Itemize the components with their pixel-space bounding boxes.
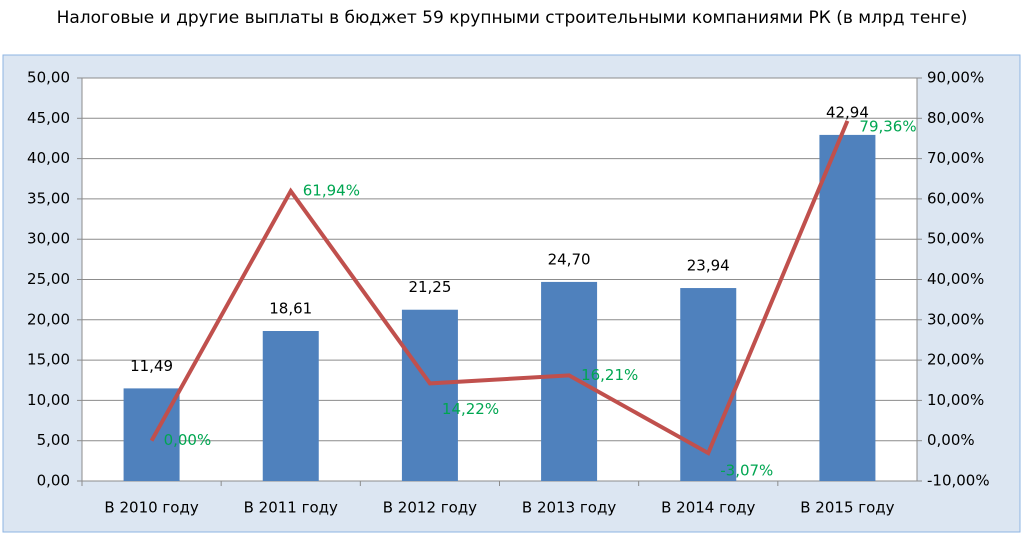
y2-tick-label: 40,00% bbox=[927, 270, 984, 288]
y2-tick-label: 50,00% bbox=[927, 230, 984, 248]
y2-tick-label: -10,00% bbox=[927, 472, 990, 490]
value-label: 0,00% bbox=[164, 431, 212, 449]
bar bbox=[819, 134, 876, 481]
x-tick-label: В 2015 году bbox=[800, 499, 894, 517]
x-tick-label: В 2011 году bbox=[244, 499, 338, 517]
y2-tick-label: 70,00% bbox=[927, 149, 984, 167]
y-tick-label: 20,00 bbox=[27, 310, 70, 328]
x-tick-label: В 2013 году bbox=[522, 499, 616, 517]
y2-tick-label: 60,00% bbox=[927, 189, 984, 207]
y2-tick-label: 80,00% bbox=[927, 109, 984, 127]
x-tick-label: В 2012 году bbox=[383, 499, 477, 517]
bar bbox=[401, 309, 458, 481]
y-tick-label: 30,00 bbox=[27, 230, 70, 248]
chart-title: Налоговые и другие выплаты в бюджет 59 к… bbox=[57, 8, 968, 28]
y-tick-label: 45,00 bbox=[27, 109, 70, 127]
y-tick-label: 25,00 bbox=[27, 270, 70, 288]
bar bbox=[541, 281, 598, 481]
line bbox=[149, 120, 850, 456]
bar bbox=[262, 331, 319, 481]
y-tick-label: 15,00 bbox=[27, 351, 70, 369]
x-tick-label: В 2014 году bbox=[661, 499, 755, 517]
y-tick-label: 40,00 bbox=[27, 149, 70, 167]
y-tick-label: 50,00 bbox=[27, 69, 70, 87]
y2-tick-label: 20,00% bbox=[927, 351, 984, 369]
y2-tick-label: 30,00% bbox=[927, 310, 984, 328]
value-label: 23,94 bbox=[687, 257, 730, 275]
value-label: 14,22% bbox=[442, 400, 499, 418]
x-tick-label: В 2010 году bbox=[104, 499, 198, 517]
value-label: 11,49 bbox=[130, 357, 173, 375]
value-label: 18,61 bbox=[269, 300, 312, 318]
y2-tick-label: 90,00% bbox=[927, 69, 984, 87]
value-label: 42,94 bbox=[826, 103, 869, 121]
y2-tick-label: 10,00% bbox=[927, 391, 984, 409]
value-label: 21,25 bbox=[408, 278, 451, 296]
value-label: 61,94% bbox=[303, 182, 360, 200]
y2-tick-label: 0,00% bbox=[927, 431, 975, 449]
value-label: 79,36% bbox=[859, 117, 916, 135]
value-label: 24,70 bbox=[548, 250, 591, 268]
value-label: 16,21% bbox=[581, 366, 638, 384]
y-tick-label: 0,00 bbox=[37, 472, 70, 490]
value-label: -3,07% bbox=[720, 462, 773, 480]
y-tick-label: 5,00 bbox=[37, 431, 70, 449]
y-tick-label: 35,00 bbox=[27, 189, 70, 207]
y-tick-label: 10,00 bbox=[27, 391, 70, 409]
